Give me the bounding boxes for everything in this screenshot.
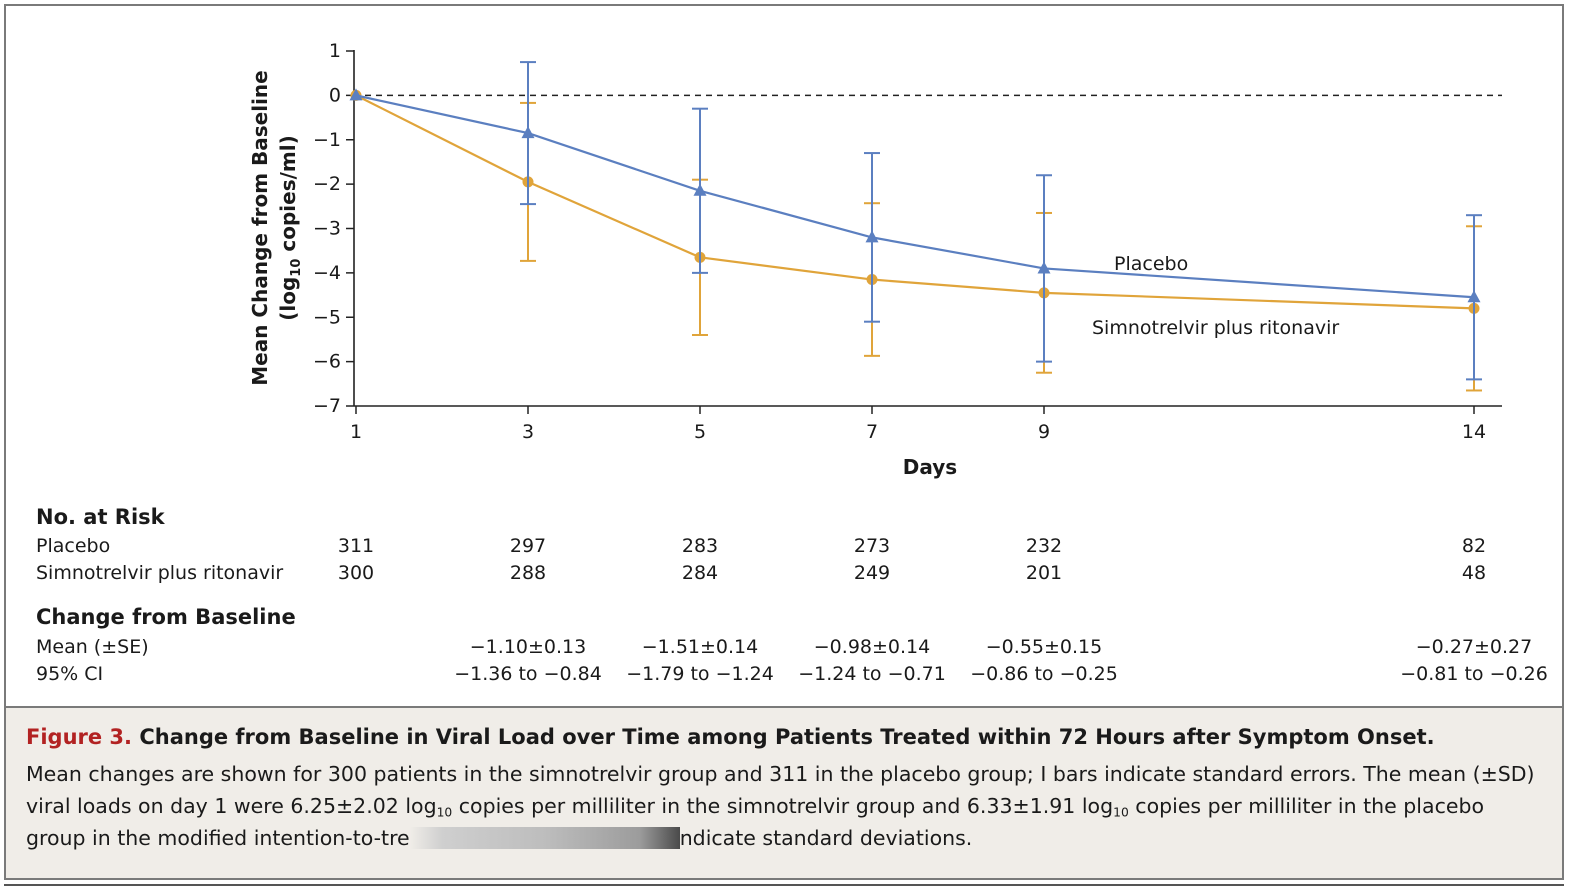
risk-cell-1-1: 288 <box>510 562 546 584</box>
y-axis-title-line2: (log10 copies/ml) <box>276 135 304 321</box>
redaction-overlay <box>409 827 680 849</box>
y-tick-label-2: −1 <box>313 129 341 151</box>
series-line <box>355 94 1475 310</box>
figure-label: Figure 3. <box>26 725 133 749</box>
risk-cell-1-3: 249 <box>854 562 890 584</box>
x-tick-label-2: 5 <box>694 421 706 443</box>
change-cell-1-4: −0.81 to −0.26 <box>1400 663 1548 685</box>
series-placebo <box>349 61 1482 381</box>
figure-caption: Figure 3. Change from Baseline in Viral … <box>6 706 1562 878</box>
y-tick-label-5: −4 <box>313 262 341 284</box>
tables-layer: No. at Risk Placebo 311 297 283 273 232 82 Simno… <box>36 505 1548 685</box>
change-cell-1-3: −0.86 to −0.25 <box>970 663 1118 685</box>
series-label-simnotrelvir: Simnotrelvir plus ritonavir <box>1092 317 1339 339</box>
caption-sub-2: 10 <box>1113 805 1129 820</box>
point-5 <box>1467 290 1481 303</box>
chart-axes: 1 0 −1 −2 −3 −4 −5 −6 −7 1 3 5 7 9 14 Days Mean Change f… <box>248 40 1502 479</box>
change-cell-1-2: −1.24 to −0.71 <box>798 663 946 685</box>
point-2 <box>693 183 707 196</box>
x-tick-label-1: 3 <box>522 421 534 443</box>
risk-row-label-1: Simnotrelvir plus ritonavir <box>36 562 283 584</box>
series-label-placebo: Placebo <box>1114 253 1188 275</box>
point-4 <box>1037 261 1051 274</box>
x-tick-label-4: 9 <box>1038 421 1050 443</box>
caption-text-1: Mean changes are shown for 300 patients … <box>26 762 1535 818</box>
change-row-label-1: 95% CI <box>36 663 103 685</box>
change-table-title: Change from Baseline <box>36 605 296 629</box>
x-tick-label-5: 14 <box>1462 421 1486 443</box>
y-tick-label-4: −3 <box>313 218 341 240</box>
risk-cell-0-0: 311 <box>338 535 374 557</box>
change-row-label-0: Mean (±SE) <box>36 636 149 658</box>
caption-text-3: copies per millili­ter in the placebo gr… <box>26 794 1485 850</box>
risk-cell-1-2: 284 <box>682 562 718 584</box>
line-chart: 1 0 −1 −2 −3 −4 −5 −6 −7 1 3 5 7 9 14 Days Mean Change f… <box>36 40 1548 685</box>
caption-sub-1: 10 <box>436 805 453 820</box>
risk-cell-0-4: 232 <box>1026 535 1062 557</box>
change-cell-1-1: −1.79 to −1.24 <box>626 663 774 685</box>
caption-text-4: ndicate standard deviations. <box>679 826 973 850</box>
y-tick-label-7: −6 <box>313 351 341 373</box>
x-tick-label-3: 7 <box>866 421 878 443</box>
x-axis-title: Days <box>903 455 957 479</box>
y-tick-label-8: −7 <box>313 395 341 417</box>
risk-table-title: No. at Risk <box>36 505 166 529</box>
risk-cell-1-5: 48 <box>1462 562 1486 584</box>
risk-cell-0-3: 273 <box>854 535 890 557</box>
risk-row-label-0: Placebo <box>36 535 110 557</box>
y-tick-label-1: 0 <box>329 84 341 106</box>
point-1 <box>521 126 535 139</box>
y-axis-title-line1: Mean Change from Baseline <box>248 70 272 386</box>
caption-title: Figure 3. Change from Baseline in Viral … <box>26 722 1542 752</box>
risk-cell-0-1: 297 <box>510 535 546 557</box>
series-layer <box>349 61 1482 392</box>
caption-text-2: copies per milliliter in the simnotrelvi… <box>452 794 1114 818</box>
bottom-rule <box>4 884 1564 886</box>
risk-cell-0-5: 82 <box>1462 535 1486 557</box>
point-0 <box>349 88 363 101</box>
y-tick-label-3: −2 <box>313 173 341 195</box>
change-cell-1-0: −1.36 to −0.84 <box>454 663 602 685</box>
change-cell-0-2: −0.98±0.14 <box>814 636 930 658</box>
caption-body: Mean changes are shown for 300 patients … <box>26 758 1542 854</box>
y-tick-label-6: −5 <box>313 306 341 328</box>
change-cell-0-4: −0.27±0.27 <box>1416 636 1532 658</box>
labels-layer: Placebo Simnotrelvir plus ritonavir <box>1092 253 1339 339</box>
series-line <box>355 94 1475 299</box>
change-cell-0-1: −1.51±0.14 <box>642 636 758 658</box>
series-simnotrelvir <box>350 89 1482 392</box>
point-3 <box>865 230 879 243</box>
caption-title-text: Change from Baseline in Viral Load over … <box>139 725 1435 749</box>
risk-cell-1-4: 201 <box>1026 562 1062 584</box>
risk-cell-0-2: 283 <box>682 535 718 557</box>
x-tick-label-0: 1 <box>350 421 362 443</box>
change-cell-0-0: −1.10±0.13 <box>470 636 586 658</box>
figure-panel: 1 0 −1 −2 −3 −4 −5 −6 −7 1 3 5 7 9 14 Days Mean Change f… <box>4 4 1564 880</box>
change-cell-0-3: −0.55±0.15 <box>986 636 1102 658</box>
y-tick-label-0: 1 <box>329 40 341 62</box>
risk-cell-1-0: 300 <box>338 562 374 584</box>
